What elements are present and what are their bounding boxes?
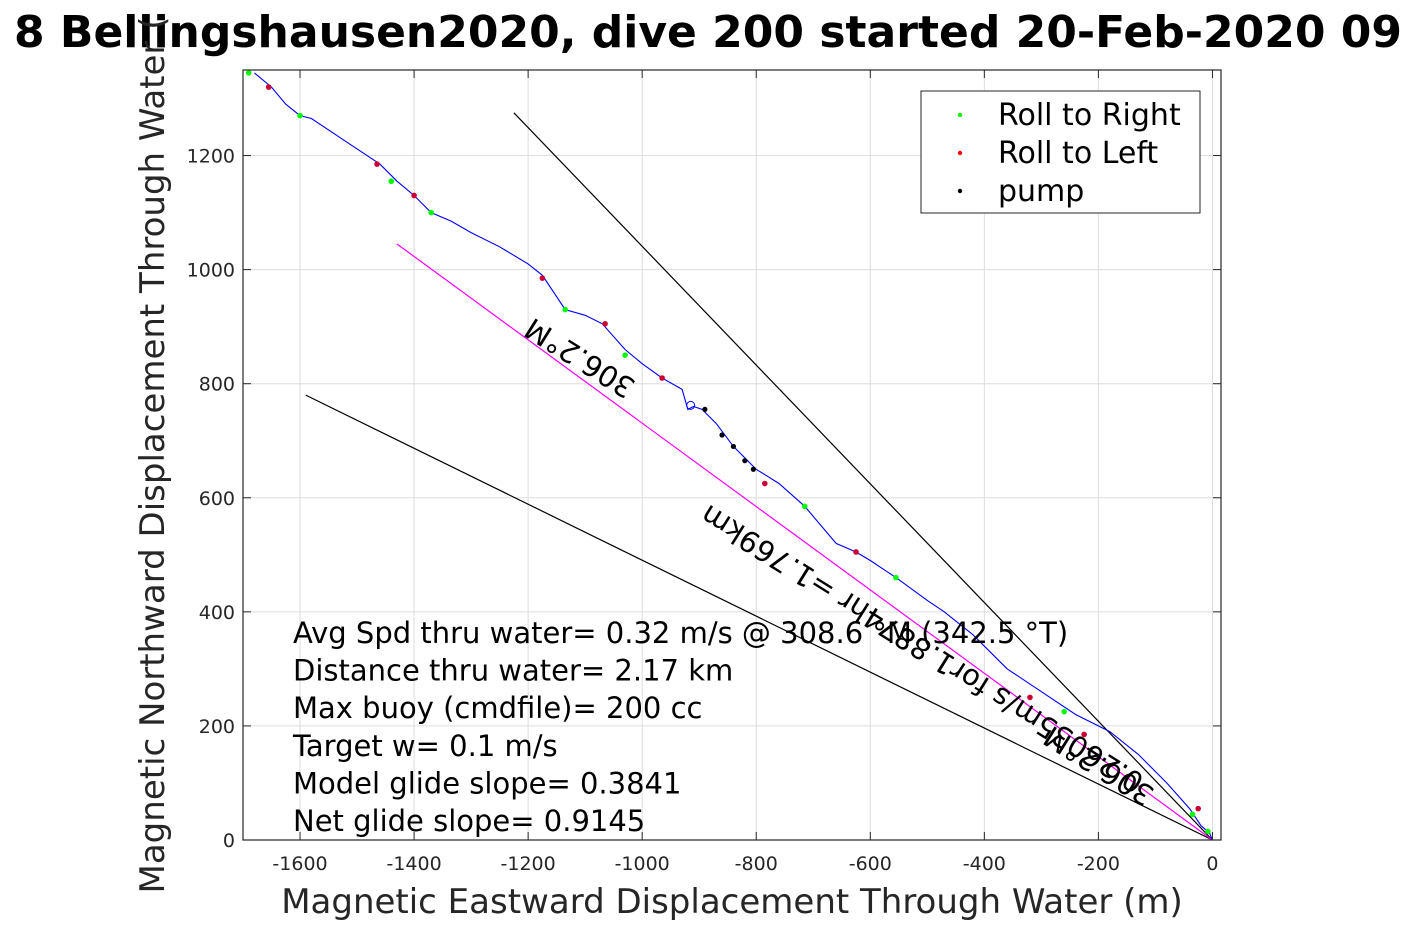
x-tick-label: -800 [735, 853, 778, 875]
annotation-line: Avg Spd thru water= 0.32 m/s @ 308.6 °M … [293, 616, 1068, 650]
legend-label-pump: pump [998, 174, 1084, 209]
roll-right-point [297, 112, 303, 119]
pump-point [750, 466, 756, 472]
reference-line [513, 112, 1213, 841]
legend-label-roll-right: Roll to Right [998, 98, 1181, 133]
reference-lines [305, 112, 1213, 841]
marker-layer [245, 70, 1211, 835]
roll-left-point [265, 84, 272, 90]
roll-left-point [853, 549, 859, 555]
roll-right-point [1205, 828, 1211, 835]
legend-marker-pump [957, 188, 963, 194]
legend-marker-roll-right [957, 112, 963, 118]
roll-right-point [893, 574, 899, 581]
roll-right-point [622, 352, 628, 358]
x-tick-label: -1000 [615, 853, 670, 875]
x-tick-label: -400 [963, 853, 1006, 875]
y-tick-label: 200 [199, 716, 235, 738]
roll-left-point [761, 480, 768, 487]
x-tick-label: 0 [1206, 853, 1218, 875]
y-tick-label: 400 [199, 602, 235, 624]
legend: Roll to Right Roll to Left pump [920, 90, 1201, 214]
roll-right-point [428, 209, 434, 216]
annotation-line: Target w= 0.1 m/s [292, 729, 558, 763]
y-tick-label: 600 [199, 488, 235, 510]
roll-left-point [539, 275, 546, 281]
pump-point [702, 406, 708, 412]
ticks: -1600 -1400 -1200 -1000 -800 -600 -400 -200 0 0 20… [187, 70, 1221, 875]
legend-label-roll-left: Roll to Left [998, 136, 1158, 171]
annotation-block: Avg Spd thru water= 0.32 m/s @ 308.6 °M … [292, 616, 1068, 838]
pump-point [742, 458, 748, 464]
roll-left-point [374, 161, 380, 167]
y-tick-label: 1200 [187, 146, 235, 168]
reference-line [305, 394, 1213, 841]
pump-point [719, 432, 725, 438]
y-tick-label: 800 [199, 374, 235, 396]
roll-left-point [1195, 805, 1201, 812]
roll-right-point [245, 70, 252, 76]
legend-box [920, 90, 1201, 214]
x-tick-label: -600 [849, 853, 892, 875]
track-marker [686, 400, 696, 410]
chart-title: 8 Bellingshausen2020, dive 200 started 2… [14, 7, 1402, 58]
legend-marker-roll-left [957, 150, 963, 156]
x-tick-label: -1600 [272, 853, 327, 875]
x-axis-title: Magnetic Eastward Displacement Through W… [281, 882, 1183, 922]
roll-right-point [1061, 708, 1067, 715]
y-tick-label: 0 [223, 830, 235, 852]
reference-line [396, 243, 1213, 841]
annotation-line: Max buoy (cmdfile)= 200 cc [293, 691, 702, 725]
roll-left-point [411, 192, 417, 199]
x-tick-label: -1400 [386, 853, 441, 875]
track-layer [254, 72, 1213, 841]
roll-left-point [602, 321, 608, 327]
pump-point [730, 443, 737, 450]
glider-track [254, 72, 1213, 841]
roll-right-point [388, 178, 395, 185]
annotation-line: Model glide slope= 0.3841 [293, 766, 681, 800]
roll-right-point [801, 503, 808, 510]
annotation-line: Distance thru water= 2.17 km [293, 654, 733, 688]
x-tick-label: -200 [1077, 853, 1120, 875]
roll-left-point [1081, 731, 1087, 738]
x-tick-label: -1200 [501, 853, 556, 875]
roll-right-point [1189, 811, 1196, 818]
plot-frame [242, 69, 1222, 841]
y-axis-title: Magnetic Northward Displacement Through … [133, 17, 173, 894]
y-tick-label: 1000 [187, 260, 235, 282]
roll-right-point [562, 306, 568, 313]
roll-left-point [659, 375, 665, 381]
roll-left-point [1027, 694, 1033, 701]
annotation-line: Net glide slope= 0.9145 [293, 804, 645, 838]
